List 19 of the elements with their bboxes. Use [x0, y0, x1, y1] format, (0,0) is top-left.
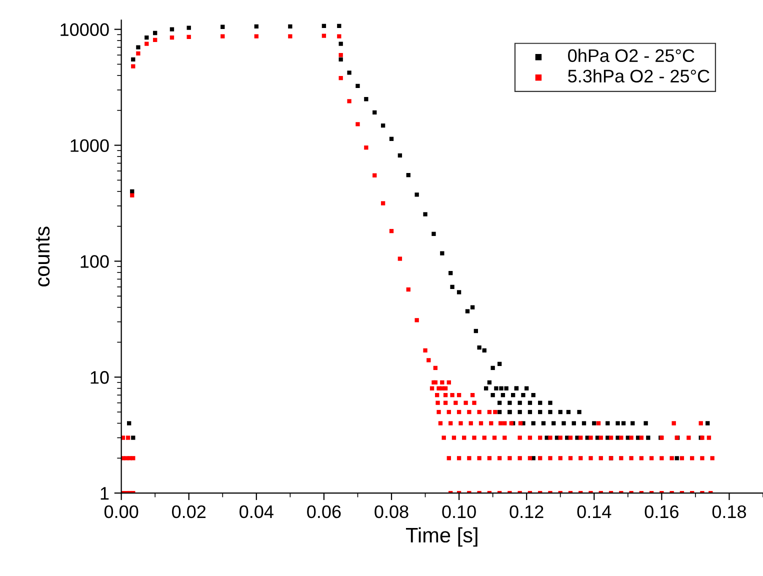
y-tick-label: 1000 — [70, 139, 109, 152]
legend-label: 5.3hPa O2 - 25°C — [568, 69, 710, 82]
x-tick-label: 0.16 — [644, 505, 678, 518]
x-tick-label: 0.04 — [240, 505, 274, 518]
y-tick-label: 100 — [80, 255, 109, 268]
x-tick-label: 0.08 — [374, 505, 408, 518]
x-tick-label: 0.18 — [712, 505, 746, 518]
x-tick-label: 0.10 — [442, 505, 476, 518]
x-tick-label: 0.02 — [172, 505, 206, 518]
y-tick-label: 10 — [90, 371, 109, 384]
x-tick-label: 0.12 — [510, 505, 544, 518]
x-tick-label: 0.14 — [577, 505, 612, 518]
y-tick-label: 1 — [100, 487, 109, 500]
x-tick-label: 0.06 — [307, 505, 341, 518]
y-axis-title: counts — [36, 226, 50, 286]
y-tick-label: 10000 — [60, 23, 109, 36]
legend-label: 0hPa O2 - 25°C — [568, 48, 694, 62]
x-tick-label: 0.00 — [104, 505, 138, 518]
x-axis-title: Time [s] — [406, 527, 478, 547]
